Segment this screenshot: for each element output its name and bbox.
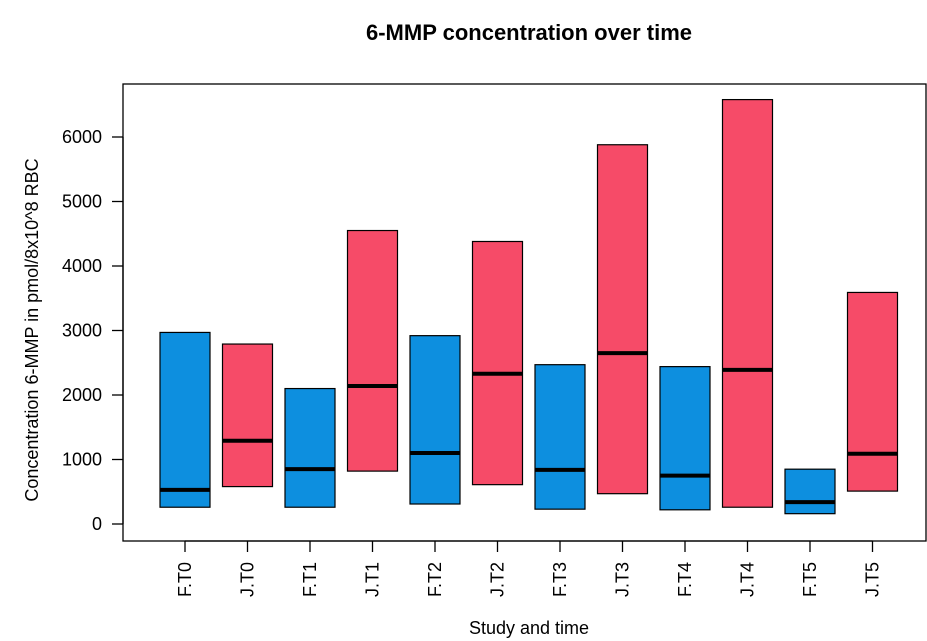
- bar-J.T3: [596, 144, 649, 495]
- bar-F.T3: [534, 364, 586, 510]
- chart-title: 6-MMP concentration over time: [366, 20, 692, 45]
- bars-group: [159, 98, 899, 515]
- bar-J.T5: [846, 291, 899, 492]
- x-tick-label: J.T2: [488, 562, 508, 597]
- x-tick-label: F.T1: [300, 562, 320, 597]
- x-tick-label: F.T4: [675, 562, 695, 597]
- y-tick-label: 5000: [62, 192, 102, 212]
- bar-F.T0: [159, 331, 211, 508]
- x-tick-label: F.T2: [425, 562, 445, 597]
- x-tick-label: F.T5: [800, 562, 820, 597]
- y-axis-label: Concentration 6-MMP in pmol/8x10^8 RBC: [22, 158, 42, 501]
- x-tick-label: J.T0: [238, 562, 258, 597]
- bar-F.T5: [784, 468, 836, 515]
- x-axis-label: Study and time: [469, 618, 589, 638]
- x-tick-label: J.T4: [738, 562, 758, 597]
- bar-F.T2: [409, 335, 461, 505]
- bar-J.T4: [721, 98, 774, 508]
- bar-F.T4: [659, 366, 711, 511]
- y-tick-label: 4000: [62, 256, 102, 276]
- bar-F.T1: [284, 387, 336, 508]
- x-tick-label: F.T0: [175, 562, 195, 597]
- y-tick-label: 0: [92, 514, 102, 534]
- y-tick-label: 1000: [62, 450, 102, 470]
- bar-J.T0: [221, 343, 274, 488]
- x-axis: F.T0 J.T0 F.T1 J.T1 F.T2 J.T2 F.T3 J.T3 F.T4 J.T4…: [175, 540, 883, 597]
- y-tick-label: 3000: [62, 321, 102, 341]
- bar-J.T2: [471, 240, 524, 486]
- bar-J.T1: [346, 229, 399, 472]
- x-tick-label: F.T3: [550, 562, 570, 597]
- y-tick-label: 2000: [62, 385, 102, 405]
- y-axis: 0 1000 2000 3000 4000 5000 6000: [62, 127, 124, 534]
- x-tick-label: J.T5: [863, 562, 883, 597]
- x-tick-label: J.T1: [363, 562, 383, 597]
- y-tick-label: 6000: [62, 127, 102, 147]
- x-tick-label: J.T3: [613, 562, 633, 597]
